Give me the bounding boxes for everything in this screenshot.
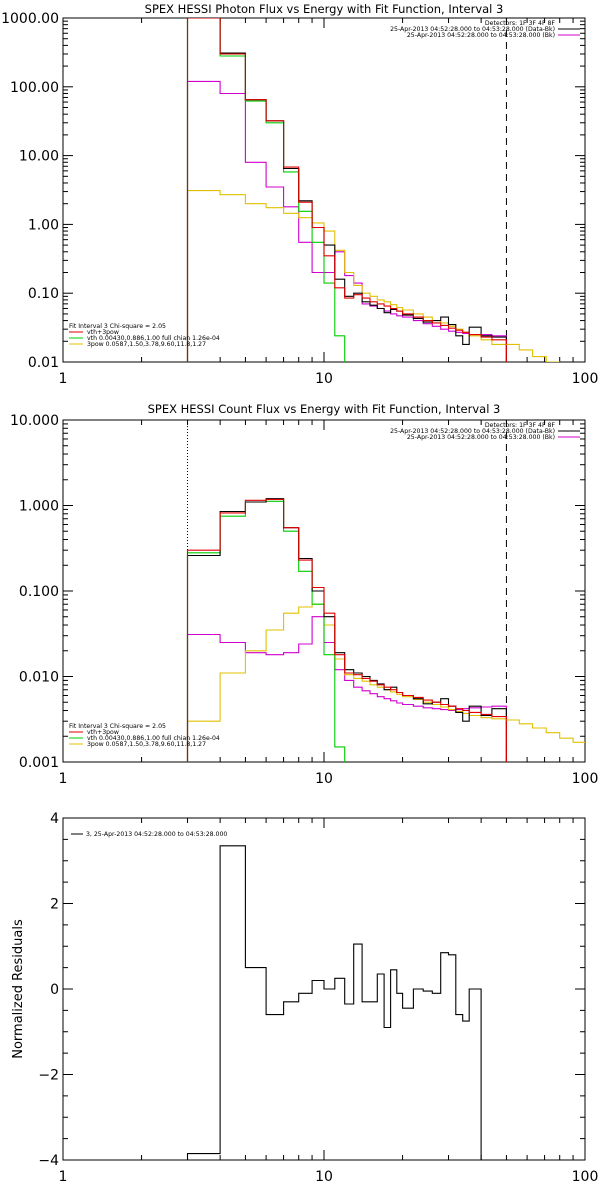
series-vth [186,500,346,762]
legend-bottom-left: Fit Interval 3 Chi-square = 2.05vth+3pow… [69,323,220,348]
x-tick-label: 10 [315,371,333,387]
chart-title: SPEX HESSI Count Flux vs Energy with Fit… [148,402,501,416]
series-3pow-extension [506,343,560,362]
y-tick-label: 10.00 [19,149,59,165]
plot-area [186,18,560,362]
legend-entry-data-bk: 25-Apr-2013 04:52:28.000 to 04:53:28.000… [390,26,555,33]
legend-entry-residual: 3, 25-Apr-2013 04:52:28.000 to 04:53:28.… [86,831,227,838]
x-tick-label: 100 [572,771,599,787]
legend-fit-interval: Fit Interval 3 Chi-square = 2.05 [69,323,166,330]
legend-detectors: Detectors: 1F 3F 4F 8F [485,422,556,429]
series-vth [186,18,346,362]
legend-entry-bk: 25-Apr-2013 04:52:28.000 to 04:53:28.000… [407,434,555,441]
legend-entry-vth-3pow: vth+3pow [87,729,119,736]
legend-entry-3pow: 3pow 0.0587,1.50,3.78,9.60,11.8,1.27 [87,341,206,348]
y-tick-label: 1.00 [28,217,59,233]
series-bk [186,80,507,362]
series-3-25-apr-2013-04-52-28-000-to-04-53-28-000 [186,845,507,1160]
series-bk [186,616,507,762]
y-tick-label: 0.10 [28,286,59,302]
legend-entry-vth: vth 0.00430,0.886,1.00 full chian 1.26e-… [87,735,220,742]
chart-panel-2: SPEX HESSI Count Flux vs Energy with Fit… [10,402,598,787]
x-tick-label: 100 [572,1169,599,1185]
legend-entry-vth-3pow: vth+3pow [87,329,119,336]
series-3pow [186,190,507,362]
chart-title: SPEX HESSI Photon Flux vs Energy with Fi… [145,2,504,16]
series-3pow [186,603,507,762]
legend-fit-interval: Fit Interval 3 Chi-square = 2.05 [69,723,166,730]
series-vth-3pow [186,18,507,362]
y-tick-label: 0.01 [28,355,59,371]
y-axis-label: Normalized Residuals [11,919,26,1059]
plot-area [186,420,585,762]
y-tick-label: 0.100 [19,584,59,600]
x-tick-label: 10 [315,1169,333,1185]
y-tick-label: 2 [50,897,59,913]
y-tick-label: 1000.00 [1,11,59,27]
legend-top-left: 3, 25-Apr-2013 04:52:28.000 to 04:53:28.… [71,831,227,838]
x-tick-label: 100 [572,371,599,387]
legend-detectors: Detectors: 1F 3F 4F 8F [485,20,556,27]
legend-bottom-left: Fit Interval 3 Chi-square = 2.05vth+3pow… [69,723,220,748]
x-tick-label: 1 [59,771,68,787]
y-tick-label: 1.000 [19,499,59,515]
legend-entry-vth: vth 0.00430,0.886,1.00 full chian 1.26e-… [87,335,220,342]
chart-panel-1: SPEX HESSI Photon Flux vs Energy with Fi… [1,2,598,387]
y-tick-label: −4 [38,1153,59,1169]
y-tick-label: 4 [50,811,59,827]
series-vth-3pow [186,498,507,762]
y-tick-label: 0 [50,982,59,998]
legend-entry-bk: 25-Apr-2013 04:52:28.000 to 04:53:28.000… [407,32,555,39]
chart-panel-3: 1 10 100 −4 −2 0 2 4 Normalized Residuals 3, 25-A… [11,811,598,1185]
legend-entry-data-bk: 25-Apr-2013 04:52:28.000 to 04:53:28.000… [390,428,555,435]
series-3pow-extension [506,719,585,743]
x-tick-label: 1 [59,1169,68,1185]
y-tick-label: 0.010 [19,670,59,686]
y-tick-label: 10.000 [10,413,59,429]
plot-area [186,845,507,1160]
y-tick-label: −2 [38,1068,59,1084]
legend-entry-3pow: 3pow 0.0587,1.50,3.78,9.60,11.8,1.27 [87,741,206,748]
x-tick-label: 10 [315,771,333,787]
series-data-bk [186,498,507,762]
x-tick-label: 1 [59,371,68,387]
y-tick-label: 0.001 [19,755,59,771]
series-data-bk [186,18,507,362]
y-tick-label: 100.00 [10,80,59,96]
